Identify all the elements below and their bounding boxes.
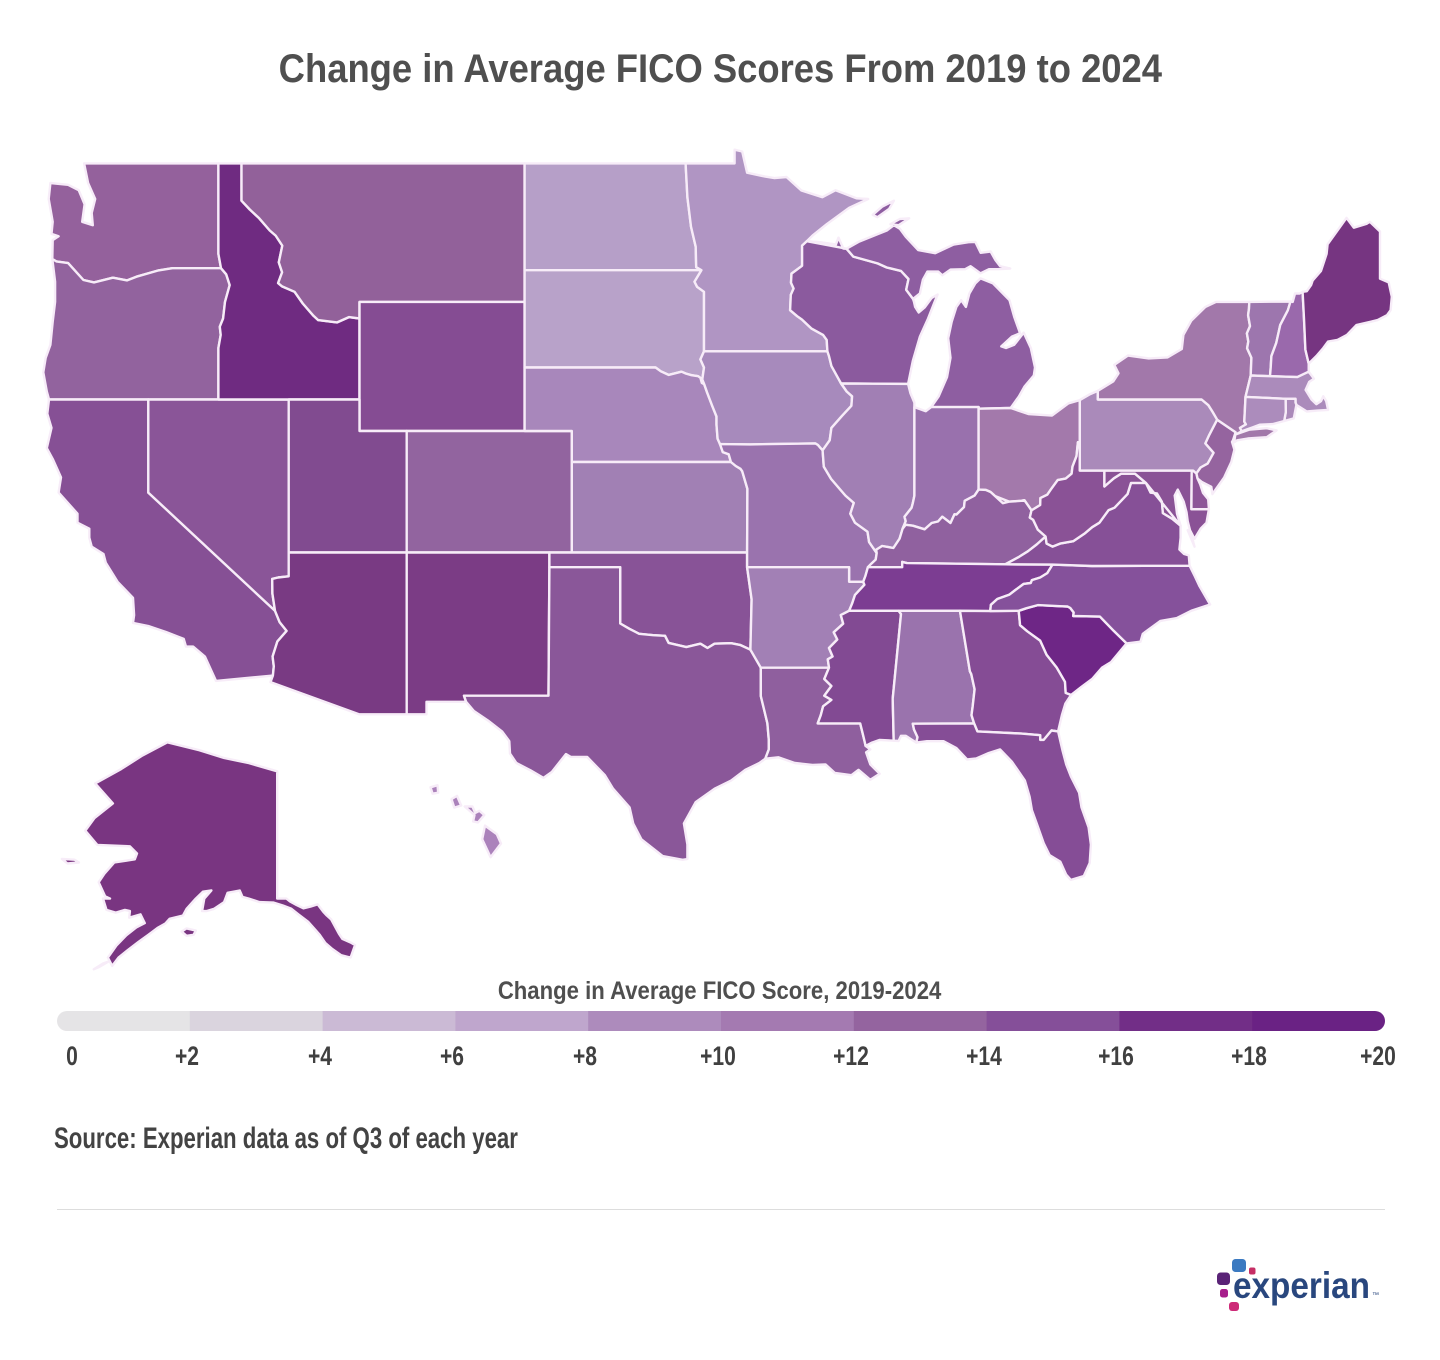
svg-text:™: ™ (1372, 1292, 1379, 1299)
svg-text:experian: experian (1233, 1265, 1370, 1306)
